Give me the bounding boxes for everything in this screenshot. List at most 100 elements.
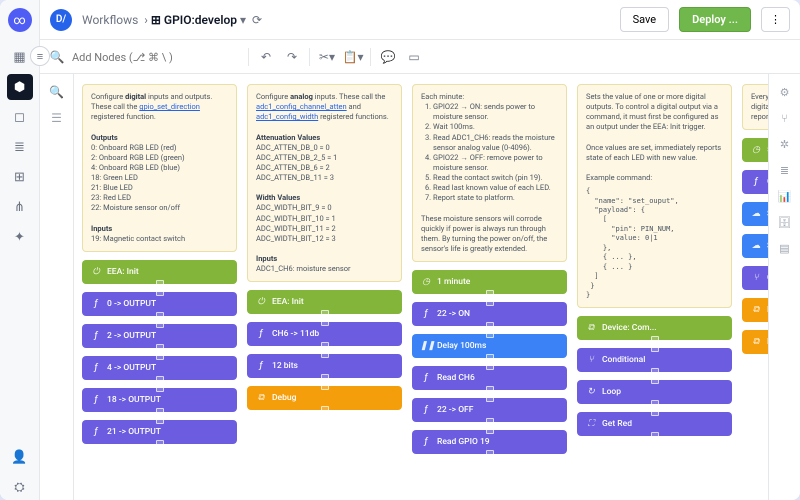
workflow-node[interactable]: ⧉Debug xyxy=(247,386,402,410)
node-label: Device: Com... xyxy=(602,323,657,333)
workflow-node[interactable]: ⧉Device: Stat xyxy=(742,298,768,322)
right-chart-icon[interactable]: 📊 xyxy=(775,186,795,206)
nav-devices-icon[interactable]: ◻ xyxy=(7,104,33,130)
workflow-node[interactable]: ƒ12 bits xyxy=(247,354,402,378)
undo-icon[interactable]: ↶ xyxy=(255,46,277,68)
nav-workflows-icon[interactable]: ⬢ xyxy=(7,74,33,100)
workflow-node[interactable]: ƒ Read GPIO 19 xyxy=(412,430,567,454)
node-label: 18 -> OUTPUT xyxy=(107,395,161,405)
node-label: Debug xyxy=(272,393,296,403)
workflow-node[interactable]: ☁Storage: Ge xyxy=(742,202,768,226)
breadcrumb-root[interactable]: Workflows xyxy=(82,13,138,27)
node-icon: ☁ xyxy=(750,209,762,219)
workflow-node[interactable]: ƒ4 -> OUTPUT xyxy=(82,356,237,380)
node-label: EEA: Init xyxy=(107,267,139,277)
save-button[interactable]: Save xyxy=(620,7,670,32)
node-label: Read CH6 xyxy=(437,373,475,383)
node-label: 0 -> OUTPUT xyxy=(107,299,156,309)
node-label: Get GPIO 19 xyxy=(767,177,768,187)
title-icon: ⊞ xyxy=(151,13,161,27)
annotation-note: Every 500ms check the codigital input. I… xyxy=(742,84,768,130)
nav-misc-icon[interactable]: ✦ xyxy=(7,224,33,250)
workflow-node[interactable]: ƒCH6 -> 11db xyxy=(247,322,402,346)
right-cog-icon[interactable]: ✲ xyxy=(775,134,795,154)
workflow-node[interactable]: ⏻EEA: Init xyxy=(247,290,402,314)
node-label: Loop xyxy=(602,387,621,397)
node-label: 21 -> OUTPUT xyxy=(107,427,161,437)
nav-dashboard-icon[interactable]: ▦ xyxy=(7,44,33,70)
nav-data-icon[interactable]: ≣ xyxy=(7,134,33,160)
right-db-icon[interactable]: 🗄 xyxy=(775,212,795,232)
workflow-node[interactable]: ƒ Get GPIO 19 xyxy=(742,170,768,194)
node-label: 1 minute xyxy=(437,277,470,287)
workflow-canvas[interactable]: 🔍 ☰ Configure digital inputs and outputs… xyxy=(40,74,768,500)
workflow-node[interactable]: ⏻ EEA: Init xyxy=(82,260,237,284)
node-label: Storage: Se xyxy=(767,241,768,251)
workflow-node[interactable]: ⧉Device: Com... xyxy=(577,316,732,340)
node-icon: ◷ xyxy=(750,145,762,155)
topbar: D/ Workflows › ⊞ GPIO:develop ▾ ⟳ Save D… xyxy=(40,0,800,40)
workflow-node[interactable]: ⑂ Conditional xyxy=(742,266,768,290)
workflow-node[interactable]: ⑂Conditional xyxy=(577,348,732,372)
comment-icon[interactable]: 💬 xyxy=(377,46,399,68)
title-dropdown-icon[interactable]: ▾ xyxy=(240,13,246,27)
toolbar: ≡ 🔍 ↶ ↷ ✂▾ 📋▾ 💬 ▭ xyxy=(40,40,800,74)
cut-icon[interactable]: ✂▾ xyxy=(316,46,338,68)
workflow-node[interactable]: ☁Storage: Se xyxy=(742,234,768,258)
collapse-sidebar-icon[interactable]: ≡ xyxy=(30,46,50,66)
node-icon: ƒ xyxy=(750,177,762,187)
right-branch-icon[interactable]: ⑂ xyxy=(775,108,795,128)
node-label: Read GPIO 19 xyxy=(437,437,490,447)
nav-apps-icon[interactable]: ⋔ xyxy=(7,194,33,220)
workflow-node[interactable]: ƒ 18 -> OUTPUT xyxy=(82,388,237,412)
nav-user-icon[interactable]: 👤 xyxy=(7,444,33,470)
right-gear-icon[interactable]: ⚙ xyxy=(775,82,795,102)
user-avatar[interactable]: D/ xyxy=(50,9,72,31)
right-list-icon[interactable]: ≣ xyxy=(775,160,795,180)
workflow-node[interactable]: ƒ21 -> OUTPUT xyxy=(82,420,237,444)
node-icon: ƒ xyxy=(420,437,432,447)
note-icon[interactable]: ▭ xyxy=(403,46,425,68)
node-label: 2 -> OUTPUT xyxy=(107,331,156,341)
workflow-node[interactable]: ◷500 ms xyxy=(742,138,768,162)
annotation-note: Configure digital inputs and outputs. Th… xyxy=(82,84,237,252)
node-icon: ⧉ xyxy=(750,305,762,315)
node-label: 22 -> ON xyxy=(437,309,470,319)
workflow-node[interactable]: ƒRead CH6 xyxy=(412,366,567,390)
workflow-node[interactable]: ⛶Get Red xyxy=(577,412,732,436)
workflow-node[interactable]: ƒ 2 -> OUTPUT xyxy=(82,324,237,348)
node-label: Conditional xyxy=(602,355,645,365)
workflow-node[interactable]: ❚❚Delay 100ms xyxy=(412,334,567,358)
workflow-node[interactable]: ↻Loop xyxy=(577,380,732,404)
workflow-node[interactable]: ◷1 minute xyxy=(412,270,567,294)
nav-grid-icon[interactable]: ⊞ xyxy=(7,164,33,190)
node-label: 12 bits xyxy=(272,361,298,371)
nav-settings-icon[interactable]: ⛭ xyxy=(7,474,33,500)
workflow-title[interactable]: GPIO:develop xyxy=(164,13,237,27)
app-frame: ∞ ▦ ⬢ ◻ ≣ ⊞ ⋔ ✦ 👤 ⛭ D/ Workflows › ⊞ GPI… xyxy=(0,0,800,500)
paste-icon[interactable]: 📋▾ xyxy=(342,46,364,68)
redo-icon[interactable]: ↷ xyxy=(281,46,303,68)
workflow-node[interactable]: ⧉Debug xyxy=(742,330,768,354)
more-button[interactable]: ⋮ xyxy=(761,7,790,32)
right-toolbar: ⚙ ⑂ ✲ ≣ 📊 🗄 ▤ xyxy=(768,74,800,500)
node-icon: ƒ xyxy=(90,331,102,341)
node-label: EEA: Init xyxy=(272,297,304,307)
workflow-node[interactable]: ƒ22 -> OFF xyxy=(412,398,567,422)
main-area: D/ Workflows › ⊞ GPIO:develop ▾ ⟳ Save D… xyxy=(40,0,800,500)
workflow-node[interactable]: ƒ0 -> OUTPUT xyxy=(82,292,237,316)
node-icon: ⏻ xyxy=(90,267,102,277)
right-stack-icon[interactable]: ▤ xyxy=(775,238,795,258)
annotation-note: Each minute:GPIO22 → ON: sends power to … xyxy=(412,84,567,262)
left-sidebar: ∞ ▦ ⬢ ◻ ≣ ⊞ ⋔ ✦ 👤 ⛭ xyxy=(0,0,40,500)
node-label: CH6 -> 11db xyxy=(272,329,319,339)
workflow-node[interactable]: ƒ22 -> ON xyxy=(412,302,567,326)
sync-icon[interactable]: ⟳ xyxy=(252,13,262,27)
deploy-button[interactable]: Deploy ... xyxy=(679,7,751,32)
node-icon: ⑂ xyxy=(750,273,762,283)
add-nodes-field[interactable] xyxy=(72,50,242,64)
node-label: Conditional xyxy=(767,273,768,283)
add-nodes-input[interactable] xyxy=(72,51,242,64)
brand-logo[interactable]: ∞ xyxy=(8,8,32,32)
node-icon: ƒ xyxy=(90,395,102,405)
